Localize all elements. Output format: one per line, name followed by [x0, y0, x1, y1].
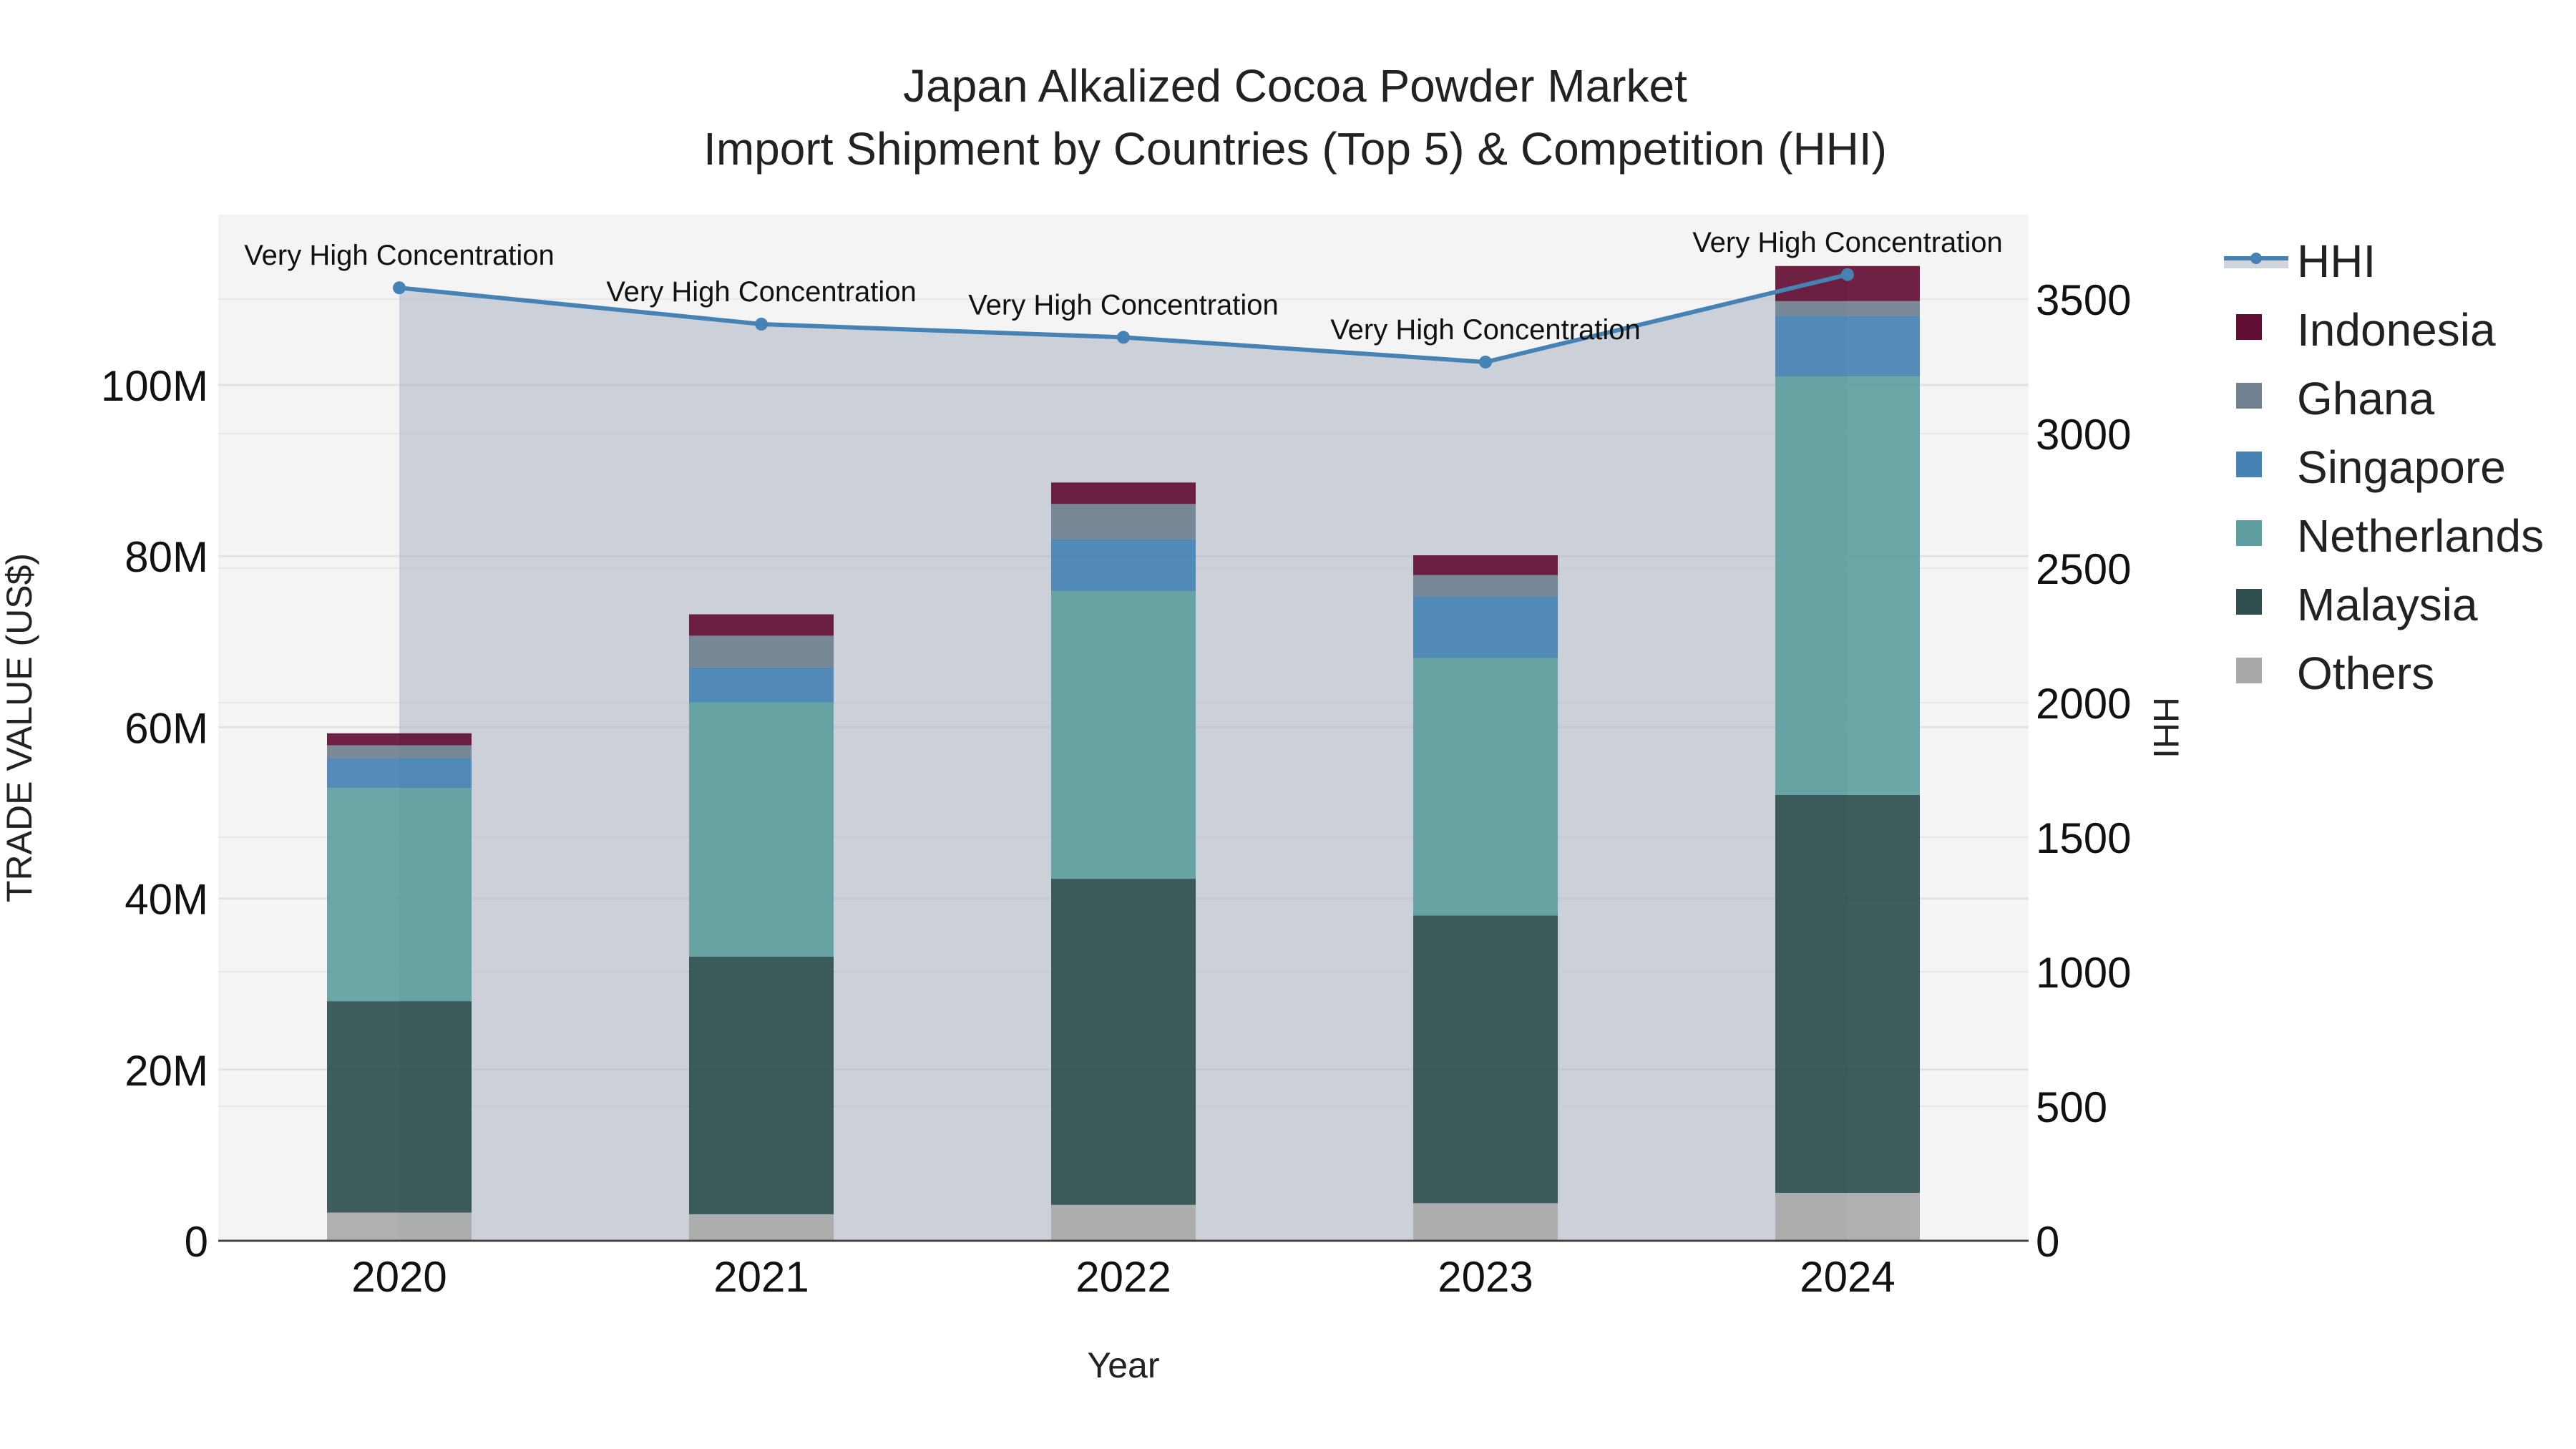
hhi-annotation: Very High Concentration [244, 240, 555, 271]
x-tick-label: 2020 [351, 1253, 447, 1301]
bar-segment-netherlands-2024 [1775, 376, 1920, 795]
y2-tick-label: 2500 [2036, 545, 2131, 593]
bar-segment-malaysia-2022 [1051, 879, 1196, 1205]
x-tick-label: 2024 [1800, 1253, 1895, 1301]
legend-label: Netherlands [2297, 510, 2544, 562]
legend-label: Ghana [2297, 373, 2435, 424]
bar-segment-malaysia-2021 [689, 956, 834, 1214]
hhi-marker [393, 281, 406, 295]
legend-swatch-icon [2236, 658, 2262, 683]
legend: HHI Indonesia Ghana Singapore Netherlands Mal… [2224, 235, 2544, 699]
legend-label: Malaysia [2297, 579, 2478, 630]
y2-tick-label: 0 [2036, 1218, 2059, 1266]
bar-segment-singapore-2021 [689, 667, 834, 703]
y2-tick-label: 2000 [2036, 680, 2131, 728]
y2-tick-label: 1500 [2036, 814, 2131, 862]
bar-segment-singapore-2020 [327, 758, 472, 789]
hhi-marker [1841, 268, 1854, 281]
chart-title: Japan Alkalized Cocoa Powder Market [903, 60, 1687, 112]
legend-label: Singapore [2297, 441, 2506, 493]
legend-swatch-icon [2236, 520, 2262, 546]
legend-label: HHI [2297, 235, 2376, 287]
bar-segment-malaysia-2020 [327, 1001, 472, 1213]
legend-swatch-icon [2236, 452, 2262, 477]
y-axis-label: TRADE VALUE (US$) [0, 553, 39, 902]
bar-segment-others-2024 [1775, 1193, 1920, 1241]
bar-segment-ghana-2023 [1413, 575, 1558, 597]
hhi-line: Very High Concentration Very High Concent… [244, 227, 2003, 369]
y2-tick-label: 500 [2036, 1083, 2107, 1131]
stacked-bars [327, 265, 1920, 1241]
hhi-marker [1117, 331, 1130, 344]
hhi-annotation: Very High Concentration [968, 289, 1279, 321]
legend-swatch-icon [2236, 314, 2262, 340]
hhi-annotation: Very High Concentration [1330, 314, 1641, 346]
bar-segment-ghana-2020 [327, 745, 472, 758]
legend-item-others[interactable]: Others [2236, 648, 2434, 699]
bar-segment-singapore-2023 [1413, 596, 1558, 658]
legend-item-malaysia[interactable]: Malaysia [2236, 579, 2478, 630]
legend-item-ghana[interactable]: Ghana [2236, 373, 2435, 424]
bar-segment-ghana-2024 [1775, 301, 1920, 316]
bar-segment-singapore-2024 [1775, 316, 1920, 377]
legend-label: Others [2297, 648, 2434, 699]
y-tick-label: 100M [101, 362, 208, 410]
chart-subtitle: Import Shipment by Countries (Top 5) & C… [703, 123, 1887, 175]
hhi-annotation: Very High Concentration [606, 276, 917, 308]
legend-swatch-icon [2236, 589, 2262, 615]
bar-segment-netherlands-2020 [327, 788, 472, 1002]
x-tick-label: 2023 [1438, 1253, 1533, 1301]
legend-label: Indonesia [2297, 304, 2496, 356]
bar-segment-netherlands-2023 [1413, 658, 1558, 916]
legend-line-marker-icon [2250, 253, 2262, 264]
y2-tick-label: 1000 [2036, 949, 2131, 997]
bar-segment-malaysia-2024 [1775, 794, 1920, 1194]
y-tick-label: 0 [185, 1218, 208, 1266]
bar-segment-indonesia-2020 [327, 733, 472, 746]
bar-segment-others-2023 [1413, 1203, 1558, 1241]
bar-segment-ghana-2022 [1051, 504, 1196, 540]
x-tick-label: 2022 [1075, 1253, 1171, 1301]
y-tick-label: 80M [125, 533, 208, 581]
y2-axis-ticks: 0 500 1000 1500 2000 2500 3000 3500 [2036, 276, 2131, 1266]
y2-tick-label: 3000 [2036, 411, 2131, 459]
legend-item-indonesia[interactable]: Indonesia [2236, 304, 2496, 356]
bar-segment-others-2021 [689, 1214, 834, 1241]
bar-segment-ghana-2021 [689, 635, 834, 668]
legend-item-singapore[interactable]: Singapore [2236, 441, 2506, 493]
bar-segment-others-2022 [1051, 1204, 1196, 1241]
bar-segment-malaysia-2023 [1413, 915, 1558, 1204]
bar-segment-others-2020 [327, 1212, 472, 1241]
y-axis-ticks: 0 20M 40M 60M 80M 100M [101, 362, 208, 1266]
legend-swatch-icon [2236, 383, 2262, 409]
legend-item-hhi[interactable]: HHI [2224, 235, 2376, 287]
y2-axis-label: HHI [2146, 697, 2186, 758]
y-tick-label: 20M [125, 1047, 208, 1095]
bar-segment-singapore-2022 [1051, 539, 1196, 592]
bar-segment-indonesia-2023 [1413, 555, 1558, 575]
y-tick-label: 60M [125, 704, 208, 752]
bar-segment-netherlands-2021 [689, 702, 834, 957]
bar-segment-indonesia-2021 [689, 614, 834, 636]
bar-segment-indonesia-2022 [1051, 482, 1196, 504]
y2-tick-label: 3500 [2036, 276, 2131, 324]
hhi-marker [755, 317, 768, 331]
x-tick-label: 2021 [713, 1253, 809, 1301]
legend-item-netherlands[interactable]: Netherlands [2236, 510, 2544, 562]
hhi-marker [1479, 355, 1492, 369]
x-axis-ticks: 2020 2021 2022 2023 2024 [351, 1253, 1895, 1301]
bar-segment-netherlands-2022 [1051, 591, 1196, 879]
hhi-annotation: Very High Concentration [1692, 227, 2003, 258]
y-tick-label: 40M [125, 876, 208, 924]
x-axis-label: Year [1087, 1345, 1159, 1385]
